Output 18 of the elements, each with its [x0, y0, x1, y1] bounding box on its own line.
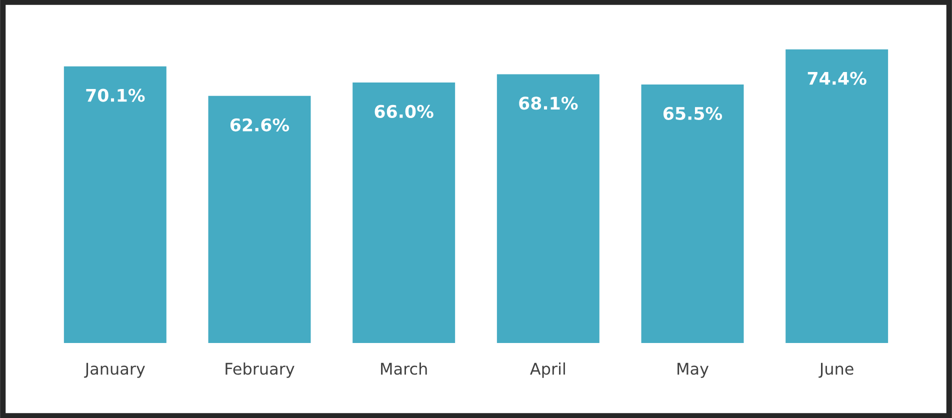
- x-tick-label: June: [818, 362, 854, 378]
- data-label: 68.1%: [519, 96, 578, 110]
- data-label: 62.6%: [230, 118, 290, 132]
- bar: [786, 49, 888, 343]
- x-tick-label: March: [381, 362, 427, 375]
- x-tick-label: February: [226, 362, 294, 378]
- data-label: 74.4%: [808, 72, 866, 85]
- data-label: 70.1%: [86, 88, 145, 102]
- x-tick-label: May: [678, 362, 709, 378]
- bar: [641, 84, 744, 343]
- bar: [352, 82, 456, 343]
- bar: [496, 74, 600, 343]
- bar: [64, 66, 166, 343]
- bar: [208, 96, 311, 343]
- data-label: 66.0%: [374, 104, 434, 118]
- x-tick-label: January: [84, 362, 145, 378]
- data-label: 65.5%: [663, 106, 722, 120]
- x-tick-label: April: [530, 362, 565, 378]
